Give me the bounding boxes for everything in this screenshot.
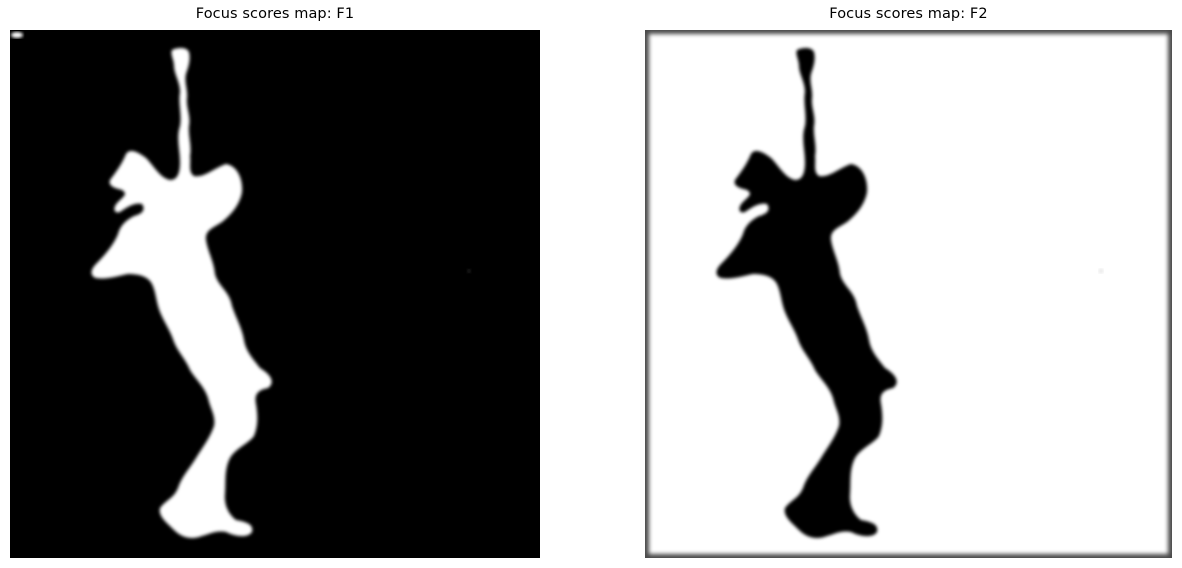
mask-background	[10, 30, 540, 558]
mask-speck	[467, 269, 471, 273]
mask-background	[649, 34, 1168, 554]
panel-title-f1: Focus scores map: F1	[195, 6, 355, 22]
mask-speck	[1098, 268, 1104, 274]
focus-map-f1	[10, 30, 540, 558]
panel-title-f2: Focus scores map: F2	[829, 6, 988, 22]
mask-region	[91, 47, 272, 538]
focus-map-f2	[645, 30, 1172, 558]
focus-map-f2-svg	[645, 30, 1172, 558]
mask-speck	[11, 32, 23, 38]
focus-map-f1-svg	[10, 30, 540, 558]
mask-region	[716, 47, 897, 538]
